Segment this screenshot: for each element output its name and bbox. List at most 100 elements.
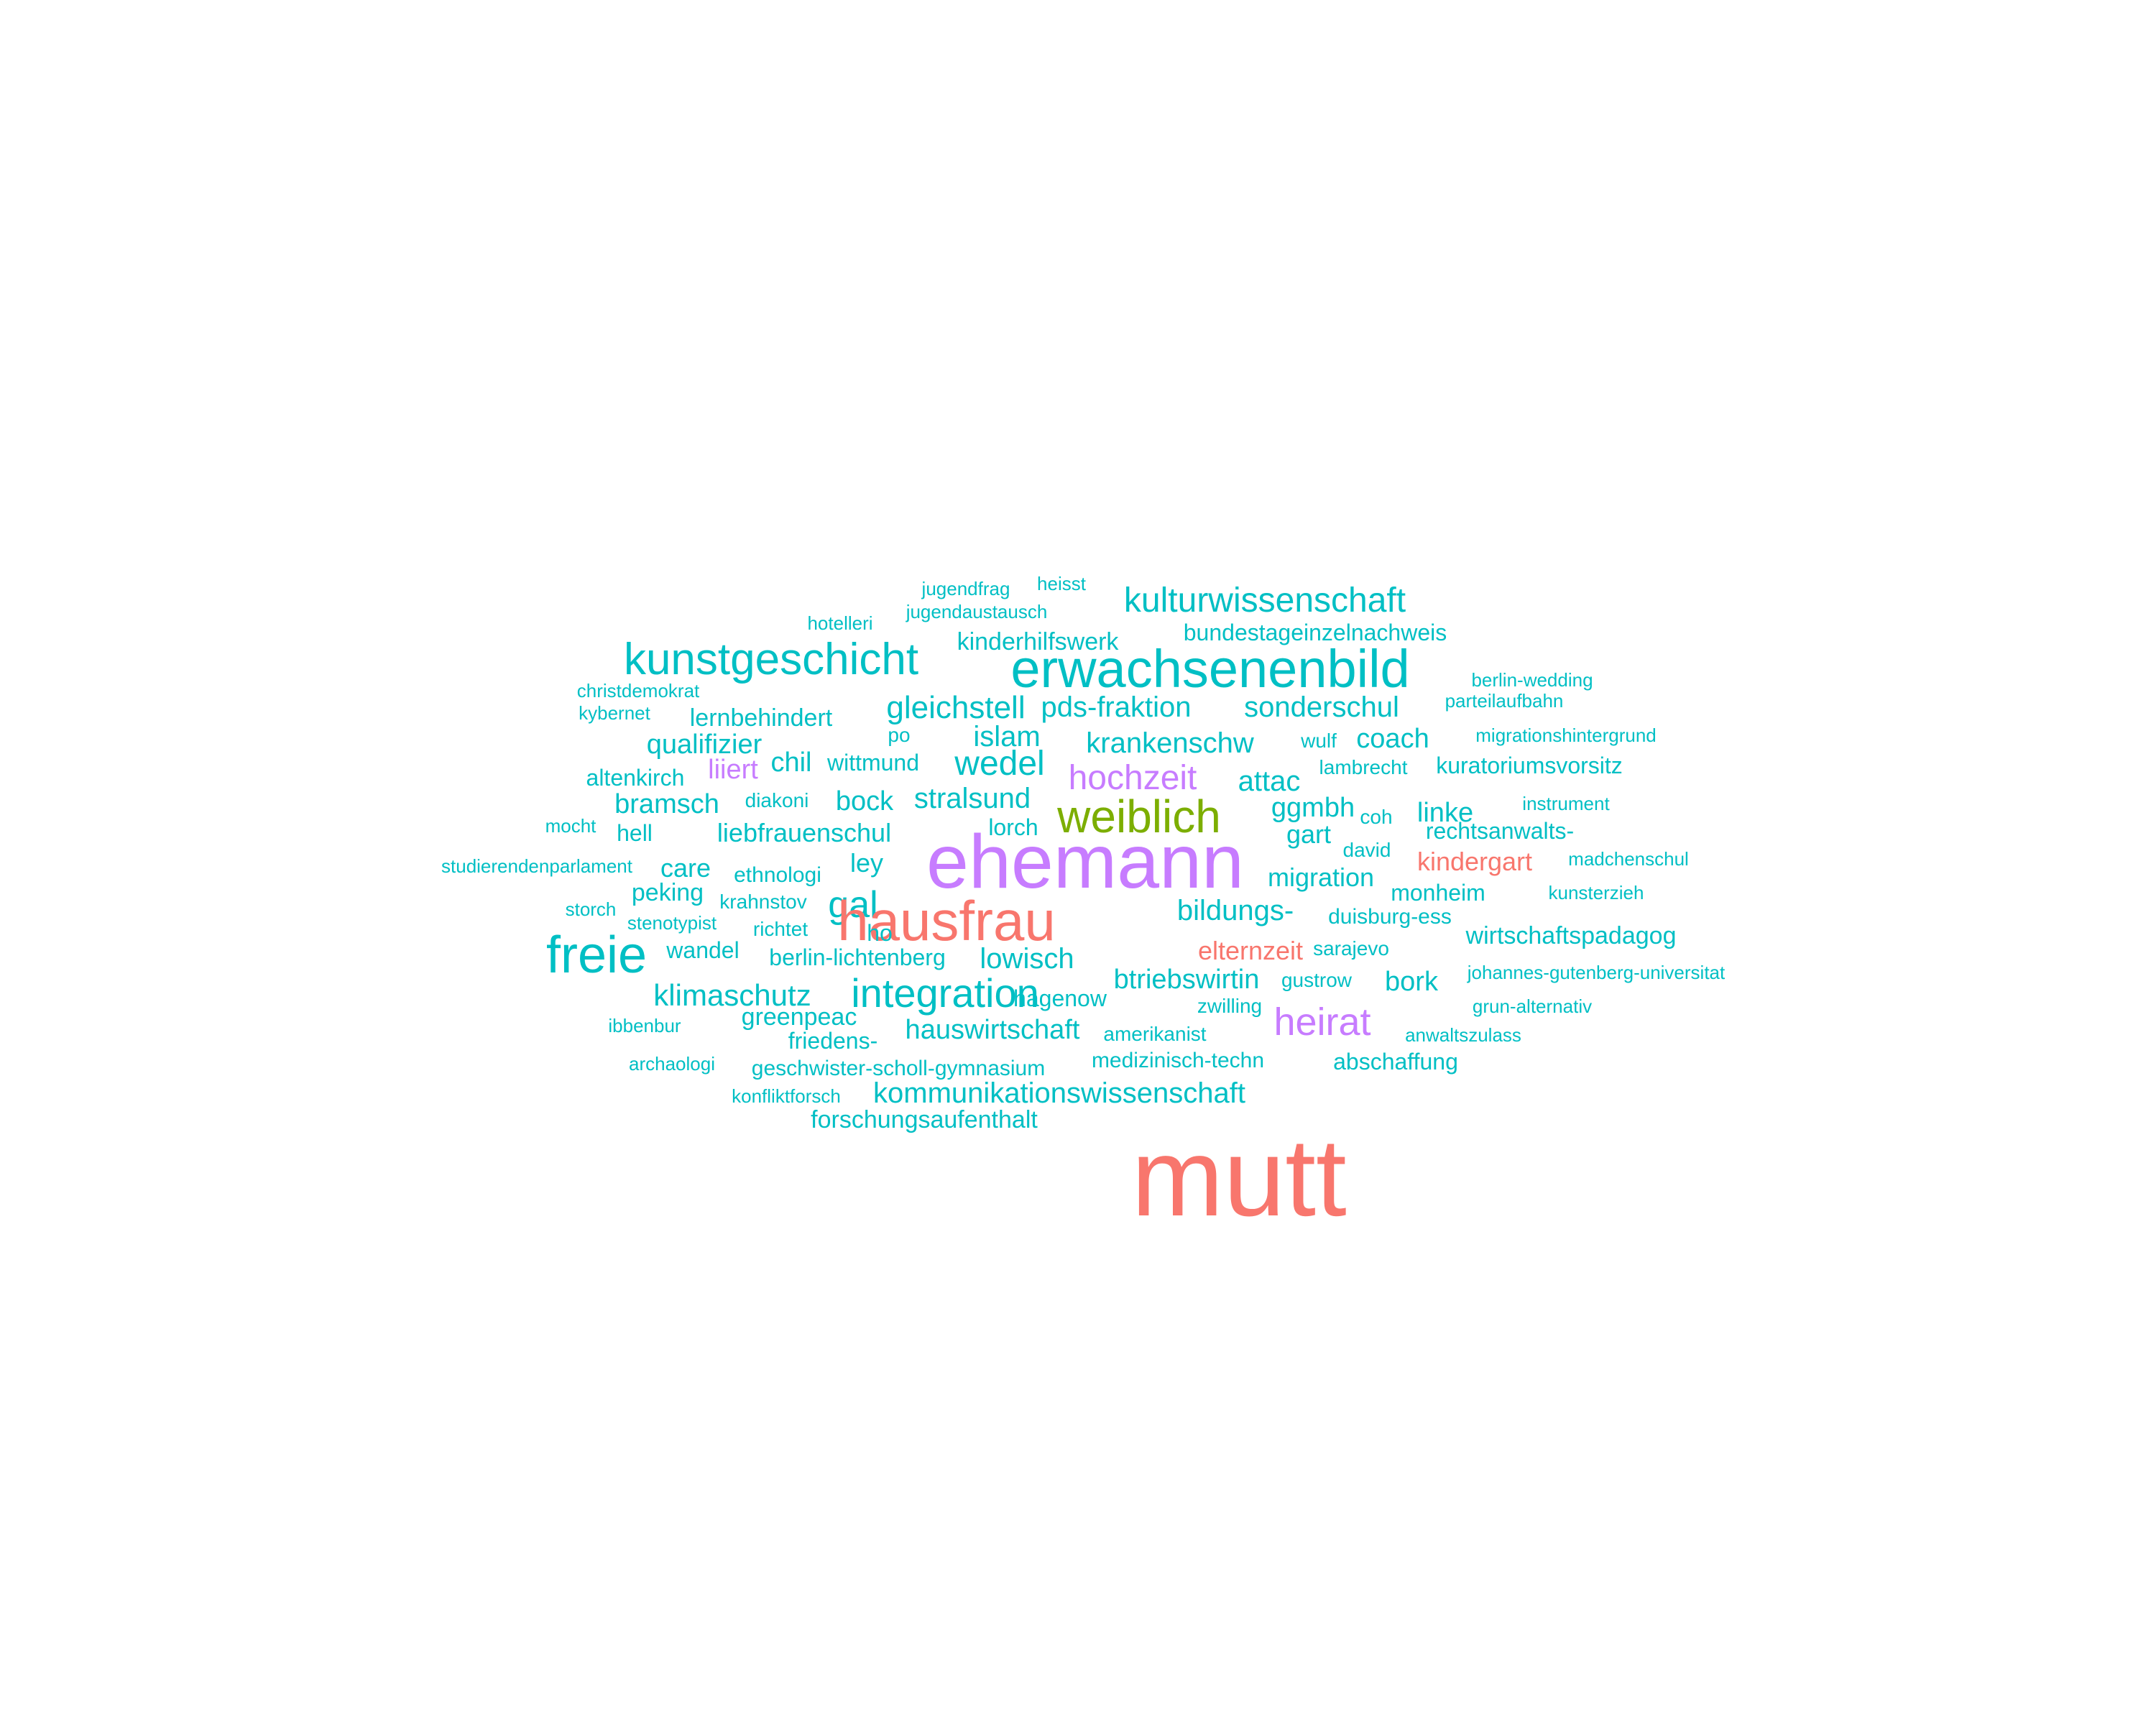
word: integration bbox=[851, 970, 1039, 1016]
word: amerikanist bbox=[1103, 1023, 1207, 1045]
word: forschungsaufenthalt bbox=[811, 1106, 1038, 1133]
word: wandel bbox=[666, 937, 740, 963]
word: coach bbox=[1356, 724, 1429, 754]
word: qualifizier bbox=[646, 730, 763, 760]
word: wulf bbox=[1301, 730, 1337, 752]
word: jugendfrag bbox=[921, 578, 1010, 599]
word: krankenschw bbox=[1086, 727, 1254, 759]
word: medizinisch-techn bbox=[1091, 1049, 1265, 1072]
word: kunsterzieh bbox=[1548, 882, 1644, 903]
word: sonderschul bbox=[1244, 691, 1399, 723]
word: bildungs- bbox=[1176, 895, 1294, 926]
word: storch bbox=[565, 898, 617, 920]
word: pds-fraktion bbox=[1041, 691, 1192, 723]
word: wittmund bbox=[826, 750, 920, 776]
word: heisst bbox=[1037, 573, 1086, 594]
word: ehemann bbox=[926, 819, 1245, 904]
word: islam bbox=[973, 721, 1041, 753]
word: kindergart bbox=[1416, 847, 1533, 876]
word: btriebswirtin bbox=[1113, 965, 1260, 995]
word: bramsch bbox=[614, 789, 719, 819]
word: gleichstell bbox=[886, 690, 1026, 725]
word: archaologi bbox=[629, 1053, 715, 1075]
word: christdemokrat bbox=[576, 680, 700, 702]
word: parteilaufbahn bbox=[1445, 690, 1564, 712]
word: monheim bbox=[1391, 880, 1485, 906]
word: peking bbox=[631, 879, 704, 906]
word: berlin-wedding bbox=[1471, 669, 1593, 691]
word: konfliktforsch bbox=[732, 1085, 841, 1107]
word: kunstgeschicht bbox=[623, 635, 919, 684]
word: ibbenbur bbox=[608, 1015, 681, 1036]
word: chil bbox=[770, 748, 812, 778]
word: wedel bbox=[954, 745, 1045, 783]
word: care bbox=[660, 853, 711, 883]
word: heirat bbox=[1273, 1000, 1371, 1044]
word: rechtsanwalts- bbox=[1425, 818, 1575, 844]
word: weiblich bbox=[1057, 791, 1221, 842]
word: studierendenparlament bbox=[441, 855, 632, 877]
word: bundestageinzelnachweis bbox=[1183, 620, 1447, 645]
word: lowisch bbox=[980, 943, 1074, 975]
word: kinderhilfswerk bbox=[957, 628, 1119, 656]
word: lambrecht bbox=[1319, 756, 1408, 778]
word: mutt bbox=[1131, 1116, 1347, 1239]
word: mocht bbox=[545, 815, 596, 837]
word: gart bbox=[1286, 819, 1332, 849]
word: zwilling bbox=[1197, 995, 1263, 1017]
word: attac bbox=[1238, 765, 1301, 797]
word: hauswirtschaft bbox=[905, 1015, 1080, 1045]
word: gal bbox=[828, 884, 878, 926]
word: hotelleri bbox=[807, 612, 873, 634]
word: geschwister-scholl-gymnasium bbox=[751, 1057, 1046, 1080]
word: gustrow bbox=[1281, 969, 1353, 991]
word: lernbehindert bbox=[689, 704, 833, 732]
word: freie bbox=[545, 926, 648, 984]
word: sarajevo bbox=[1313, 937, 1389, 960]
word: erwachsenenbild bbox=[1010, 639, 1410, 699]
word: ethnologi bbox=[734, 863, 821, 887]
word: migration bbox=[1267, 862, 1375, 892]
word: berlin-lichtenberg bbox=[769, 944, 946, 970]
word: instrument bbox=[1522, 793, 1610, 814]
word: linke bbox=[1416, 798, 1474, 828]
word: elternzeit bbox=[1197, 936, 1304, 965]
word: kuratoriumsvorsitz bbox=[1436, 753, 1623, 778]
word: lorch bbox=[988, 814, 1038, 840]
word: johannes-gutenberg-universitat bbox=[1467, 962, 1726, 983]
word: kulturwissenschaft bbox=[1123, 581, 1406, 620]
word: hell bbox=[617, 820, 653, 846]
word: duisburg-ess bbox=[1328, 905, 1452, 929]
word: stenotypist bbox=[627, 912, 717, 934]
word: abschaffung bbox=[1333, 1049, 1458, 1075]
word: migrationshintergrund bbox=[1475, 724, 1657, 746]
word: david bbox=[1342, 839, 1391, 861]
word: bock bbox=[835, 786, 894, 816]
word: coh bbox=[1360, 806, 1393, 828]
word: grun-alternativ bbox=[1472, 995, 1593, 1017]
word: ggmbh bbox=[1271, 793, 1355, 823]
word: diakoni bbox=[745, 789, 809, 811]
word: jugendaustausch bbox=[906, 601, 1048, 622]
word: krahnstov bbox=[719, 891, 807, 913]
word: kybernet bbox=[579, 702, 650, 724]
word: wirtschaftspadagog bbox=[1465, 922, 1677, 949]
word: klimaschutz bbox=[653, 978, 811, 1012]
word: stralsund bbox=[913, 783, 1031, 814]
word: hochzeit bbox=[1068, 759, 1197, 797]
word: po bbox=[888, 724, 911, 746]
word: hagenow bbox=[1013, 985, 1107, 1011]
word: liebfrauenschul bbox=[717, 818, 892, 847]
word: richtet bbox=[752, 918, 808, 940]
word: madchenschul bbox=[1568, 848, 1689, 870]
word: kommunikationswissenschaft bbox=[873, 1077, 1245, 1109]
word: anwaltszulass bbox=[1405, 1024, 1521, 1046]
word: ley bbox=[849, 848, 884, 878]
word: liiert bbox=[708, 755, 758, 785]
word: altenkirch bbox=[586, 765, 685, 791]
word: bork bbox=[1385, 967, 1438, 997]
word: hausfrau bbox=[837, 889, 1056, 952]
word: friedens- bbox=[788, 1028, 878, 1054]
word: greenpeac bbox=[741, 1003, 857, 1031]
